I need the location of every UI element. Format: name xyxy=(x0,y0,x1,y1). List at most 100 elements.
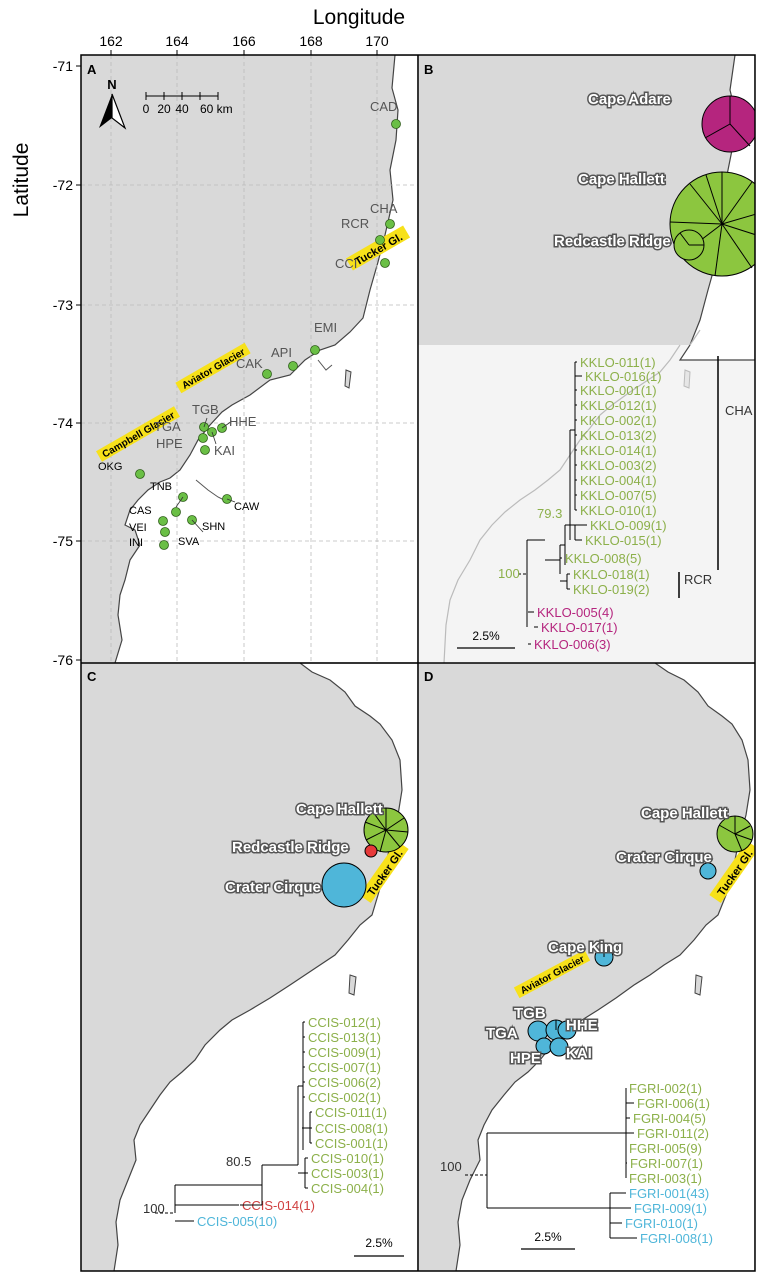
tip-label: FGRI-004(5) xyxy=(633,1111,706,1126)
tip-label: CCIS-014(1) xyxy=(242,1198,315,1213)
tip-label: KKLO-005(4) xyxy=(537,605,614,620)
site-label-cas: CAS xyxy=(129,505,152,517)
svg-text:Redcastle Ridge: Redcastle Ridge xyxy=(232,839,349,856)
svg-text:60 km: 60 km xyxy=(200,102,233,116)
x-tick-labels: 162 164 166 168 170 xyxy=(99,33,389,49)
tip-label: KKLO-002(1) xyxy=(580,413,657,428)
pie-cape-hallett-c xyxy=(363,807,409,853)
site-label-caw: CAW xyxy=(234,501,260,513)
tip-label: KKLO-013(2) xyxy=(580,428,657,443)
tip-label: CCIS-008(1) xyxy=(315,1121,388,1136)
y-axis-title: Latitude xyxy=(10,143,33,218)
support-100-c: 100 xyxy=(143,1201,165,1216)
support-79-3: 79.3 xyxy=(537,506,562,521)
tree-b: KKLO-011(1)KKLO-016(1)KKLO-001(1)KKLO-01… xyxy=(518,355,667,652)
tip-label: CCIS-001(1) xyxy=(315,1136,388,1151)
site-labels: CAD CHA RCR CCI EMI API CAK TGB TGA HHE … xyxy=(98,99,398,549)
svg-text:Cape King: Cape King xyxy=(548,939,622,956)
svg-text:N: N xyxy=(107,77,116,92)
tip-label: KKLO-017(1) xyxy=(541,620,618,635)
svg-text:2.5%: 2.5% xyxy=(472,629,500,643)
panel-letter-b: B xyxy=(424,62,433,77)
svg-text:168: 168 xyxy=(299,33,323,49)
tip-label: KKLO-018(1) xyxy=(573,567,650,582)
support-100-b: 100 xyxy=(498,566,520,581)
sea-area-a xyxy=(114,55,418,663)
tip-label: FGRI-002(1) xyxy=(629,1081,702,1096)
clade-label-rcr: RCR xyxy=(684,572,712,587)
panel-letter-a: A xyxy=(87,62,97,77)
tip-label: FGRI-003(1) xyxy=(629,1171,702,1186)
site-label-tgb: TGB xyxy=(192,402,219,417)
svg-text:Cape Adare: Cape Adare xyxy=(588,91,671,108)
pie-crater-cirque-d xyxy=(699,862,717,880)
tree-c: CCIS-012(1)CCIS-013(1)CCIS-009(1)CCIS-00… xyxy=(155,1015,388,1229)
pie-cape-hallett-d xyxy=(716,815,754,853)
svg-text:HHE: HHE xyxy=(566,1017,598,1034)
svg-text:Crater Cirque: Crater Cirque xyxy=(616,849,712,866)
svg-text:Redcastle Ridge: Redcastle Ridge xyxy=(554,233,671,250)
site-label-tnb: TNB xyxy=(150,481,172,493)
svg-text:-72: -72 xyxy=(53,177,73,193)
svg-text:TGA: TGA xyxy=(486,1025,518,1042)
tip-label: KKLO-010(1) xyxy=(580,503,657,518)
tree-d: FGRI-002(1)FGRI-006(1)FGRI-004(5)FGRI-01… xyxy=(465,1081,713,1246)
y-tick-labels: -71 -72 -73 -74 -75 -76 xyxy=(53,58,73,668)
panel-letter-c: C xyxy=(87,669,97,684)
tip-label: KKLO-015(1) xyxy=(585,533,662,548)
site-label-hhe: HHE xyxy=(229,414,257,429)
tip-label: KKLO-003(2) xyxy=(580,458,657,473)
site-label-api: API xyxy=(271,345,292,360)
tip-label: CCIS-007(1) xyxy=(308,1060,381,1075)
x-axis-title: Longitude xyxy=(313,6,405,29)
tip-label: CCIS-013(1) xyxy=(308,1030,381,1045)
tip-label: CCIS-006(2) xyxy=(308,1075,381,1090)
site-label-emi: EMI xyxy=(314,320,337,335)
site-label-okg: OKG xyxy=(98,461,122,473)
tip-label: FGRI-006(1) xyxy=(637,1096,710,1111)
site-label-cci: CCI xyxy=(335,256,357,271)
svg-text:Cape Hallett: Cape Hallett xyxy=(578,171,665,188)
site-label-cad: CAD xyxy=(370,99,397,114)
svg-text:Cape Hallett: Cape Hallett xyxy=(296,801,383,818)
tip-label: FGRI-011(2) xyxy=(637,1126,709,1141)
tip-label: CCIS-004(1) xyxy=(311,1181,384,1196)
panel-letter-d: D xyxy=(424,669,433,684)
panel-b: Cape Adare Cape Hallett Redcastle Ridge … xyxy=(418,55,755,663)
tip-label: FGRI-009(1) xyxy=(634,1201,707,1216)
location-labels-c: Cape Hallett Redcastle Ridge Crater Cirq… xyxy=(224,800,385,898)
tip-label: KKLO-006(3) xyxy=(534,637,611,652)
panel-d: Tucker Gl. Aviator Glacier xyxy=(418,663,755,1271)
location-labels-d: Cape Hallett Crater Cirque Cape King TGB… xyxy=(485,804,730,1069)
tip-label: KKLO-012(1) xyxy=(580,398,657,413)
svg-text:40: 40 xyxy=(175,102,189,116)
svg-text:20: 20 xyxy=(157,102,171,116)
svg-text:-74: -74 xyxy=(53,415,73,431)
site-label-kai: KAI xyxy=(214,443,235,458)
svg-text:Cape Hallett: Cape Hallett xyxy=(641,805,728,822)
svg-text:HPE: HPE xyxy=(510,1050,541,1067)
svg-text:-73: -73 xyxy=(53,297,73,313)
svg-text:Crater Cirque: Crater Cirque xyxy=(225,879,321,896)
site-label-tga: TGA xyxy=(154,419,181,434)
pies-terra-nova xyxy=(527,1019,577,1057)
svg-text:170: 170 xyxy=(365,33,389,49)
pie-redcastle-ridge xyxy=(673,229,705,261)
pie-redcastle-ridge-c xyxy=(364,844,378,858)
tip-label: CCIS-002(1) xyxy=(308,1090,381,1105)
pie-cape-king xyxy=(594,947,614,967)
tip-label: CCIS-011(1) xyxy=(315,1105,387,1120)
scale-bar-d: 2.5% xyxy=(521,1230,575,1250)
site-label-shn: SHN xyxy=(202,521,225,533)
clade-label-cha: CHA xyxy=(725,403,753,418)
pie-cape-adare xyxy=(701,95,755,153)
site-label-hpe: HPE xyxy=(156,436,183,451)
panel-a: Tucker Gl. Aviator Glacier Campbell Glac… xyxy=(81,55,418,663)
scale-bar-c: 2.5% xyxy=(354,1236,404,1257)
svg-text:166: 166 xyxy=(232,33,256,49)
site-label-rcr: RCR xyxy=(341,216,369,231)
svg-text:-75: -75 xyxy=(53,533,73,549)
pie-cape-hallett xyxy=(669,171,755,277)
tip-label: KKLO-014(1) xyxy=(580,443,657,458)
pie-crater-cirque-c xyxy=(321,862,367,908)
